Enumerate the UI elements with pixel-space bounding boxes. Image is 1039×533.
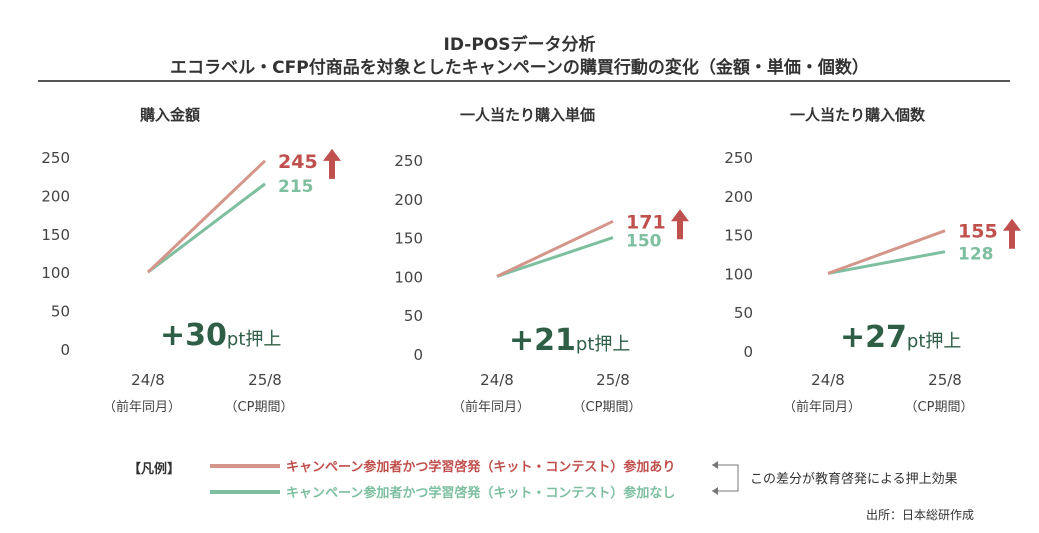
legend-label: 【凡例】	[128, 462, 181, 477]
data-label-with: 155	[958, 221, 998, 243]
data-label-without: 215	[278, 177, 314, 197]
x-tick-sublabel: （CP期間）	[905, 400, 974, 415]
y-tick-label: 0	[413, 346, 423, 364]
arrow-left-icon	[712, 461, 718, 469]
x-tick-label: 25/8	[596, 371, 630, 389]
y-tick-label: 100	[394, 268, 423, 286]
data-label-without: 150	[626, 231, 662, 251]
y-tick-label: 250	[724, 149, 753, 167]
x-tick-label: 24/8	[131, 371, 165, 389]
x-tick-sublabel: （CP期間）	[573, 400, 642, 415]
source-note: 出所：日本総研作成	[866, 508, 975, 522]
up-arrow-icon	[323, 148, 341, 179]
uplift-value: +30	[160, 318, 227, 353]
series-line-without	[827, 250, 946, 275]
uplift-value: +21	[509, 323, 576, 358]
uplift-annotation: +30pt押上	[160, 318, 281, 353]
uplift-unit: pt押上	[907, 331, 961, 352]
series-line-without	[496, 236, 614, 278]
y-tick-label: 150	[724, 227, 753, 245]
y-tick-label: 250	[41, 149, 70, 167]
y-tick-label: 200	[724, 188, 753, 206]
y-tick-label: 50	[734, 304, 753, 322]
x-tick-sublabel: （前年同月）	[103, 399, 181, 415]
figure-subtitle: エコラベル・CFP付商品を対象としたキャンペーンの購買行動の変化（金額・単価・個…	[170, 58, 869, 78]
legend-swatch-with	[210, 464, 280, 468]
uplift-unit: pt押上	[227, 329, 281, 350]
data-label-with: 245	[278, 151, 318, 173]
panel-title: 一人当たり購入個数	[790, 106, 926, 124]
y-tick-label: 100	[41, 264, 70, 282]
y-tick-label: 200	[41, 187, 70, 205]
y-tick-label: 250	[394, 152, 423, 170]
series-line-without	[147, 182, 266, 274]
x-tick-sublabel: （前年同月）	[783, 399, 861, 415]
y-tick-label: 150	[394, 230, 423, 248]
x-tick-sublabel: （CP期間）	[225, 400, 294, 415]
data-label-with: 171	[626, 211, 666, 233]
legend-item-with: キャンペーン参加者かつ学習啓発（キット・コンテスト）参加あり	[286, 460, 676, 475]
x-tick-label: 24/8	[811, 371, 845, 389]
legend-item-without: キャンペーン参加者かつ学習啓発（キット・コンテスト）参加なし	[286, 486, 676, 501]
legend-swatch-without	[210, 490, 280, 494]
panel-title: 購入金額	[139, 106, 200, 124]
up-arrow-icon	[1003, 218, 1021, 249]
y-tick-label: 150	[41, 226, 70, 244]
data-label-without: 128	[958, 245, 994, 265]
y-tick-label: 50	[404, 307, 423, 325]
series-line-with	[146, 159, 267, 274]
x-tick-label: 24/8	[480, 371, 514, 389]
legend-note: この差分が教育啓発による押上効果	[750, 472, 958, 487]
y-tick-label: 0	[743, 343, 753, 361]
arrow-left-icon	[712, 487, 718, 495]
y-tick-label: 200	[394, 191, 423, 209]
x-tick-sublabel: （前年同月）	[452, 399, 530, 415]
panel-title: 一人当たり購入単価	[460, 106, 595, 124]
y-tick-label: 0	[60, 341, 70, 359]
x-tick-label: 25/8	[928, 371, 962, 389]
title-divider	[38, 80, 1010, 82]
uplift-annotation: +21pt押上	[509, 323, 630, 358]
series-line-with	[496, 219, 614, 278]
series-line-with	[827, 229, 946, 275]
y-tick-label: 50	[51, 303, 70, 321]
figure-title: ID-POSデータ分析	[443, 35, 596, 55]
uplift-annotation: +27pt押上	[840, 320, 961, 355]
uplift-unit: pt押上	[576, 334, 630, 355]
uplift-value: +27	[840, 320, 907, 355]
y-tick-label: 100	[724, 265, 753, 283]
x-tick-label: 25/8	[248, 371, 282, 389]
up-arrow-icon	[671, 209, 689, 240]
bracket-connector	[712, 464, 739, 492]
